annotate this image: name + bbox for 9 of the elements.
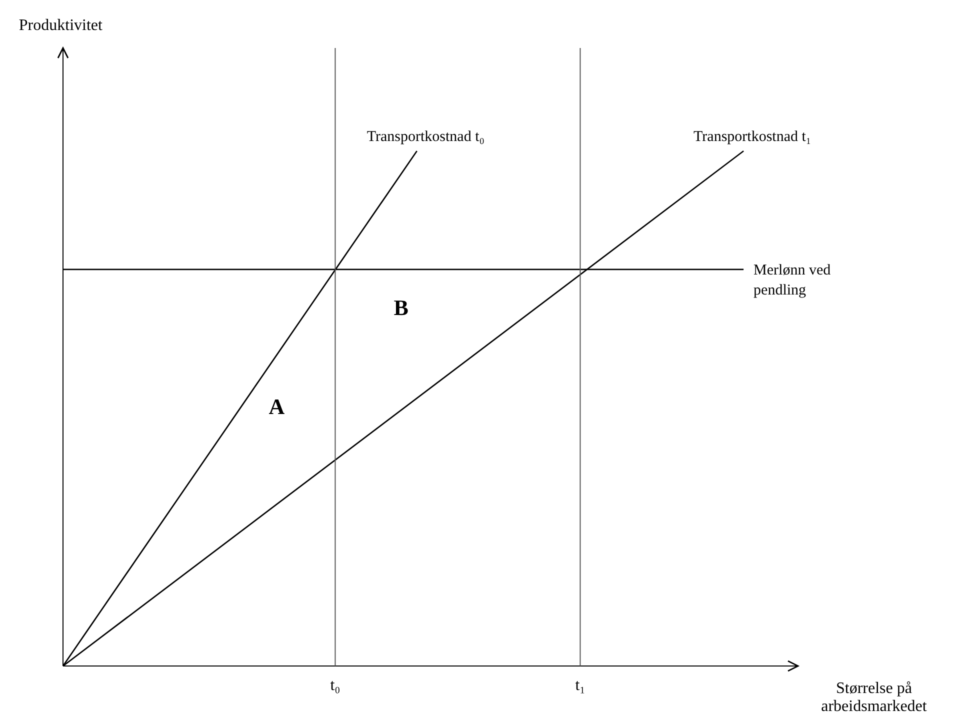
text: Produktivitet: [18, 17, 102, 36]
x-tick-label: t₀: [330, 677, 340, 694]
x-axis-title: Størrelse på arbeidsmarkedet: [820, 680, 928, 716]
series-label: Transportkostnad t₁: [694, 129, 812, 145]
annotation: A: [268, 394, 285, 420]
series-label: Transportkostnad t₀: [366, 129, 484, 145]
x-tick-label: t₁: [575, 677, 586, 694]
annotation: B: [394, 295, 408, 322]
series-label: Merlønn ved pendling: [754, 262, 832, 298]
